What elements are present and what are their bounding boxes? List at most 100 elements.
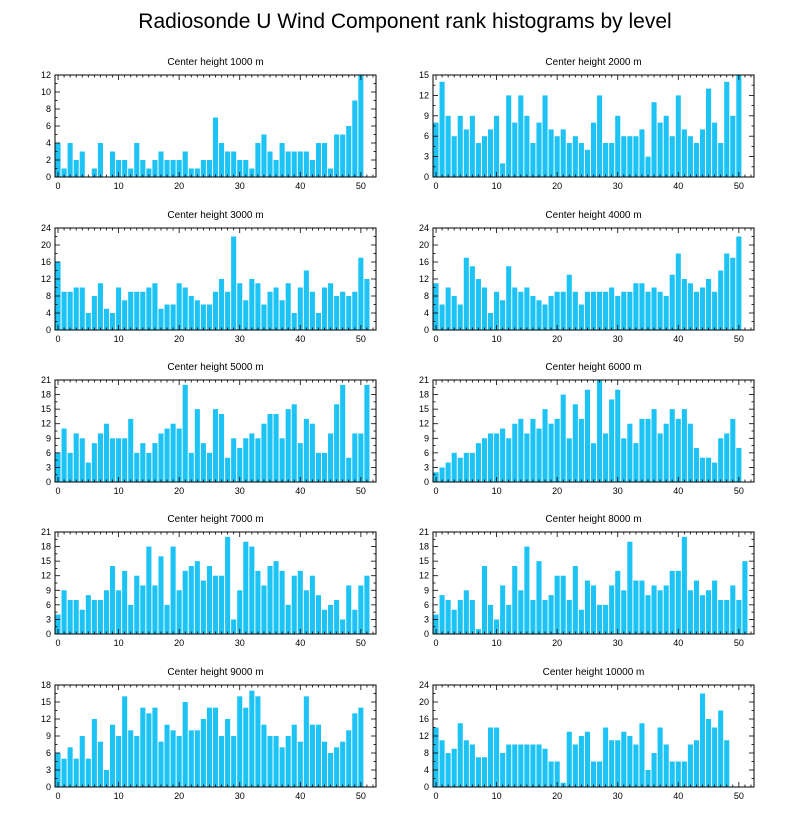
histogram-bar [243,707,249,787]
histogram-bar [615,389,621,482]
histogram-bar [512,122,518,177]
histogram-bar [663,115,669,177]
x-tick-label: 20 [174,334,184,344]
histogram-bar [225,536,231,634]
histogram-bar [554,575,560,634]
histogram-bar [321,452,328,482]
histogram-bar [255,438,261,482]
histogram-bar [669,761,675,787]
histogram-bar [158,151,164,177]
x-tick-label: 50 [734,638,744,648]
histogram-bar [560,291,566,330]
histogram-bar [309,423,315,482]
y-tick-label: 9 [46,585,51,595]
x-tick-label: 30 [613,181,623,191]
histogram-bar [194,168,200,177]
histogram-bar [475,757,481,787]
histogram-bar [706,457,712,482]
histogram-bar [645,291,651,330]
histogram-bar [122,570,128,634]
histogram-bar [597,95,603,177]
x-tick-label: 0 [434,181,439,191]
x-tick-label: 50 [734,791,744,801]
y-tick-label: 8 [46,104,51,114]
histogram-bar [718,600,724,634]
histogram-bar [285,283,291,330]
histogram-bar [469,115,475,177]
x-tick-label: 0 [434,486,439,496]
x-tick-label: 10 [114,334,124,344]
histogram-bar [170,304,176,330]
histogram-bar [699,287,706,330]
histogram-bar [621,438,627,482]
histogram-bar [109,724,116,787]
histogram-bar [590,443,597,482]
y-tick-label: 8 [46,291,51,301]
histogram-bar [627,136,633,177]
histogram-bar [309,575,315,634]
histogram-bar [487,604,494,634]
histogram-bar [303,696,309,787]
x-tick-label: 30 [613,486,623,496]
histogram-bar [279,747,285,787]
histogram-bar [500,428,506,482]
histogram-bar [560,394,566,482]
histogram-bar [560,129,566,177]
histogram-bar [566,143,572,177]
histogram-bar [255,696,261,787]
histogram-bar [724,740,730,787]
y-tick-label: 0 [46,782,51,792]
histogram-bar [687,744,693,787]
histogram-bar [724,433,730,482]
histogram-bar [651,409,657,482]
histogram-bar [219,736,225,787]
histogram-bar [706,719,712,787]
histogram-bar [621,590,627,634]
chart-panel: Center height 3000 m 0 10 20 30 40 50 0 4 8 12 16 20… [41,210,377,344]
histogram-bar [433,283,439,330]
x-tick-label: 10 [492,181,502,191]
y-tick-label: 3 [424,152,429,162]
histogram-bar [194,730,200,787]
histogram-bar [500,163,506,177]
histogram-bar [85,462,91,482]
histogram-bar [67,143,73,177]
y-tick-label: 15 [41,697,51,707]
x-tick-label: 40 [673,486,683,496]
x-tick-label: 40 [673,638,683,648]
histogram-bar [285,409,291,482]
histogram-bar [481,757,488,787]
panel-title: Center height 8000 m [545,514,641,525]
histogram-bar [237,160,243,177]
histogram-bar [712,580,718,634]
histogram-bar [61,291,67,330]
histogram-bar [243,438,249,482]
histogram-bar [206,707,212,787]
histogram-bar [206,566,212,634]
y-tick-label: 10 [41,87,51,97]
histogram-bar [518,418,524,482]
histogram-bar [681,409,687,482]
histogram-bar [524,287,530,330]
y-tick-label: 9 [46,731,51,741]
histogram-bar [584,389,590,482]
histogram-bar [206,160,212,177]
histogram-bar [267,566,273,634]
histogram-bar [334,134,340,177]
histogram-bar [433,122,439,177]
histogram-bar [206,452,212,482]
histogram-bar [134,143,140,177]
histogram-bar [524,115,530,177]
histogram-bar [61,428,67,482]
y-tick-label: 6 [46,600,51,610]
histogram-bar [158,741,164,787]
histogram-bar [128,418,134,482]
histogram-bar [706,88,712,177]
histogram-bar [524,546,530,634]
y-tick-label: 6 [46,121,51,131]
histogram-bar [487,433,494,482]
histogram-bar [609,143,615,177]
x-tick-label: 30 [613,791,623,801]
histogram-bar [340,741,346,787]
histogram-bar [542,304,548,330]
